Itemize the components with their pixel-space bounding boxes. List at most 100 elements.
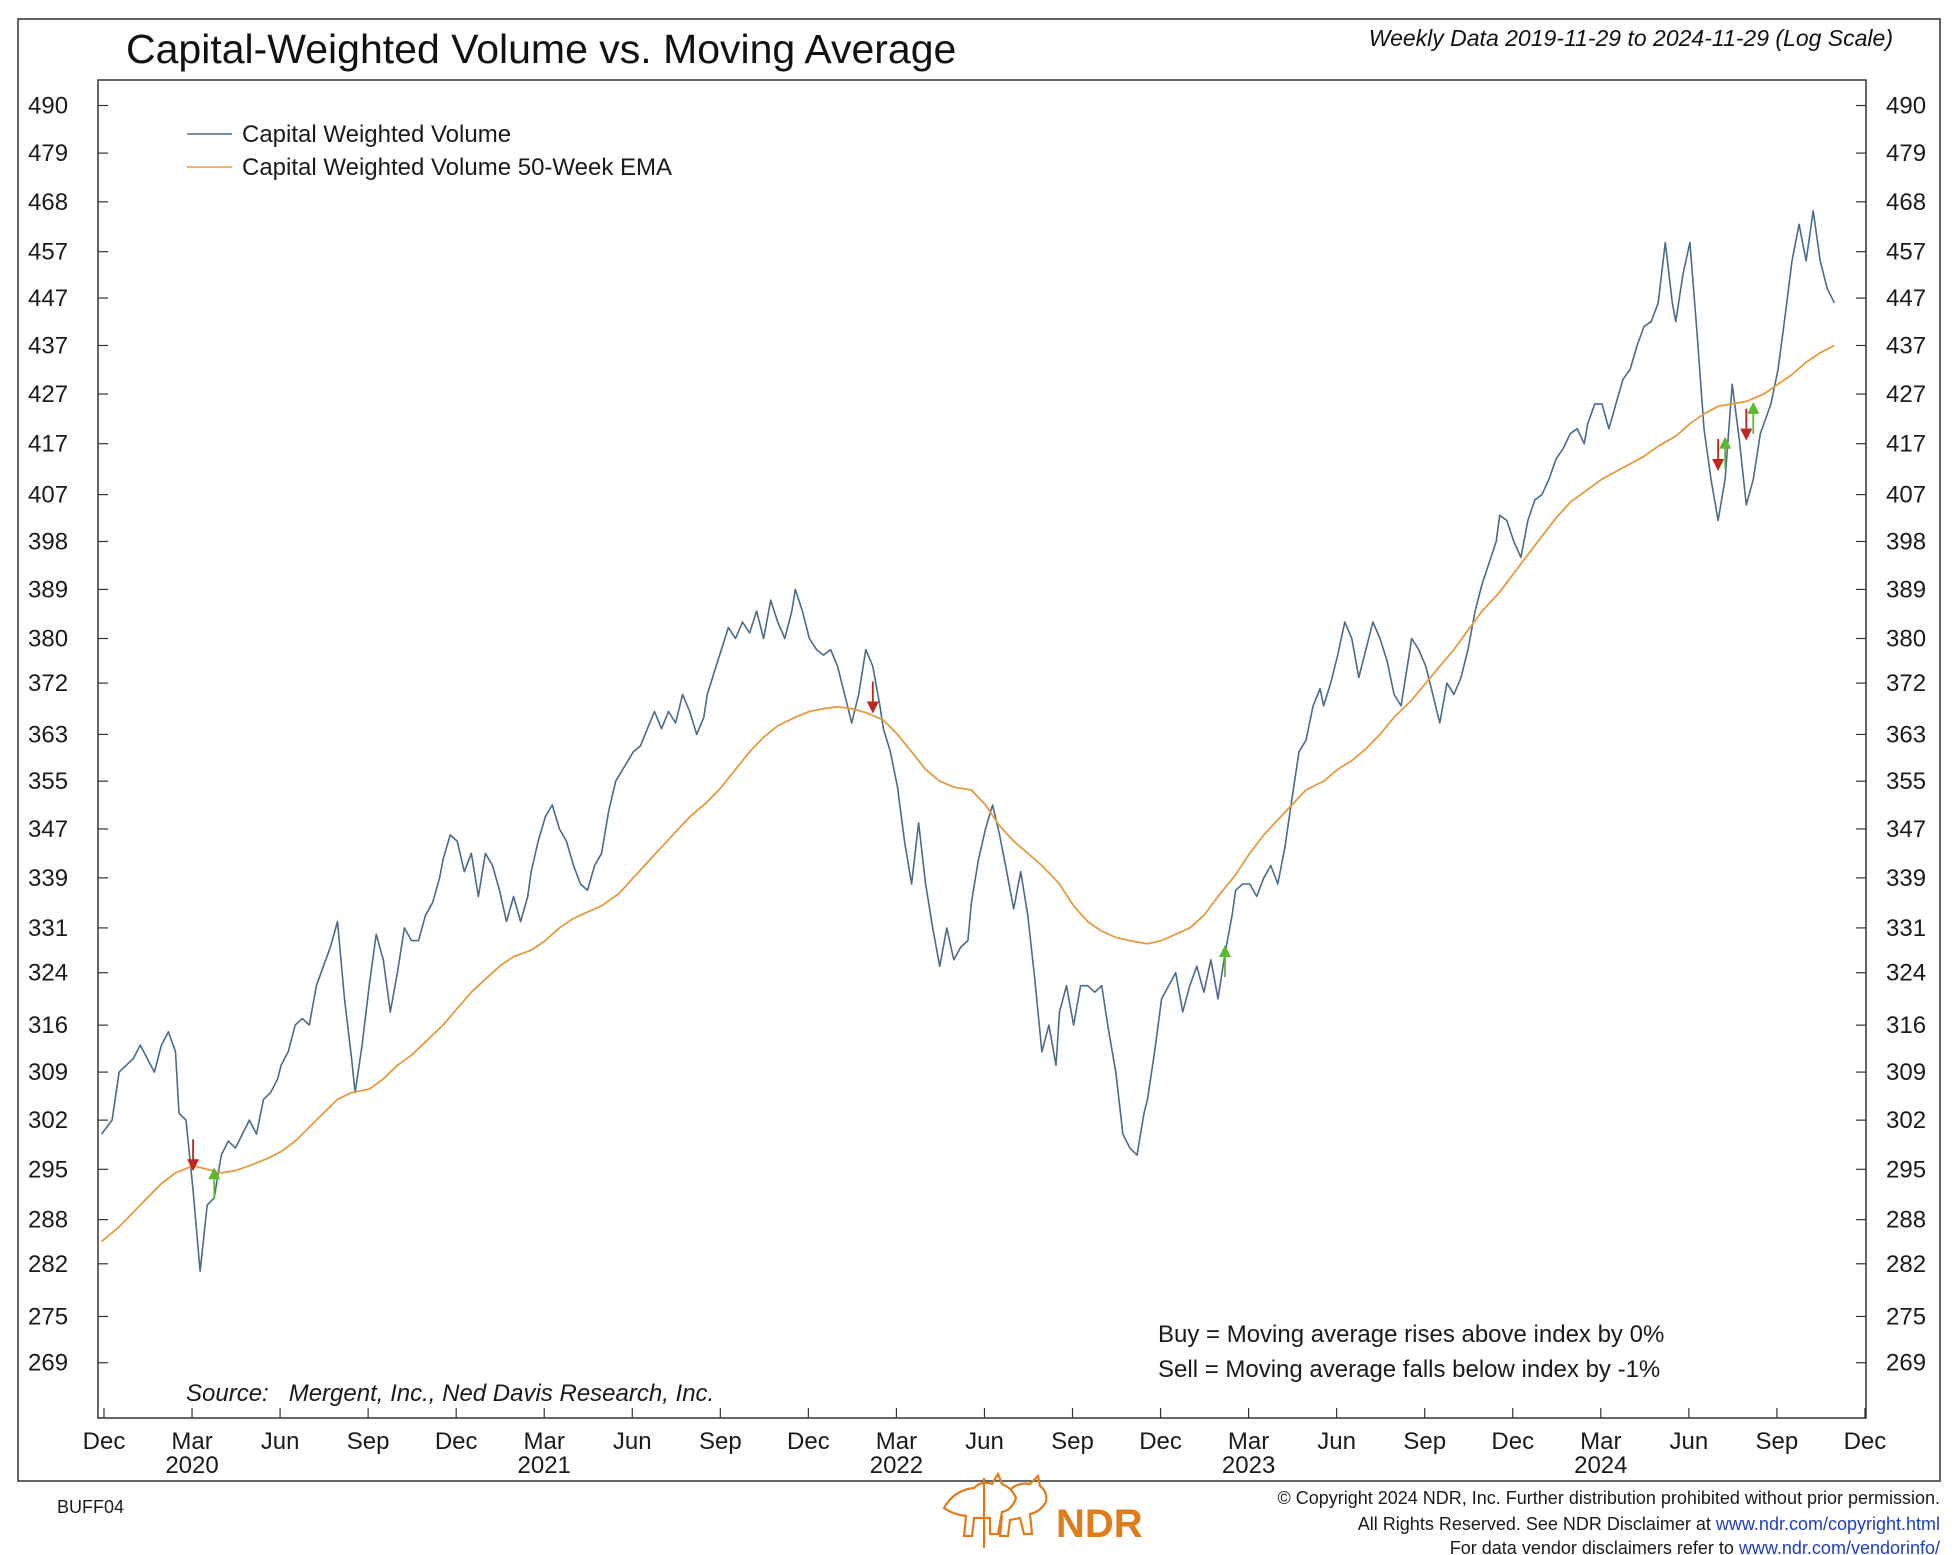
x-tick-label: Mar xyxy=(171,1428,212,1455)
y-tick-label-left: 417 xyxy=(28,431,68,458)
y-tick-label-left: 389 xyxy=(28,576,68,603)
vendor-prefix: For data vendor disclaimers refer to xyxy=(1450,1538,1739,1555)
y-tick-label-right: 437 xyxy=(1886,332,1926,359)
y-tick-label-left: 302 xyxy=(28,1107,68,1134)
x-tick-label: Jun xyxy=(261,1428,300,1455)
y-tick-label-right: 457 xyxy=(1886,239,1926,266)
y-tick-label-left: 331 xyxy=(28,915,68,942)
y-tick-label-right: 324 xyxy=(1886,960,1926,987)
vendor-link[interactable]: www.ndr.com/vendorinfo/ xyxy=(1738,1538,1940,1555)
y-tick-label-left: 339 xyxy=(28,865,68,892)
x-axis: Dec Mar Jun Sep Dec Mar Jun Sep Dec Mar Jun Sep Dec M… xyxy=(83,1408,1887,1479)
plot-area xyxy=(97,79,1867,1419)
sell-signal-arrow xyxy=(866,701,879,714)
y-tick-label-right: 372 xyxy=(1886,670,1926,697)
x-tick-label: Dec xyxy=(435,1428,478,1455)
y-tick-label-right: 347 xyxy=(1886,816,1926,843)
y-tick-label-right: 447 xyxy=(1886,285,1926,312)
x-tick-label: Sep xyxy=(347,1428,390,1455)
y-tick-label-right: 389 xyxy=(1886,576,1926,603)
y-tick-label-left: 282 xyxy=(28,1251,68,1278)
y-tick-label-left: 288 xyxy=(28,1207,68,1234)
y-tick-label-left: 372 xyxy=(28,670,68,697)
x-tick-label: Mar xyxy=(876,1428,917,1455)
y-tick-label-right: 407 xyxy=(1886,482,1926,509)
sell-signal-arrow xyxy=(1740,428,1753,441)
outer-frame xyxy=(17,18,1941,1482)
y-tick-label-right: 339 xyxy=(1886,865,1926,892)
x-tick-label: Sep xyxy=(1756,1428,1799,1455)
x-tick-label: Sep xyxy=(1051,1428,1094,1455)
y-tick-label-left: 316 xyxy=(28,1012,68,1039)
y-tick-label-left: 427 xyxy=(28,381,68,408)
x-tick-label: Dec xyxy=(787,1428,830,1455)
y-tick-label-right: 316 xyxy=(1886,1012,1926,1039)
bull-bear-icon xyxy=(942,1471,1048,1548)
x-tick-label: Jun xyxy=(965,1428,1004,1455)
y-tick-label-left: 407 xyxy=(28,482,68,509)
y-tick-label-right: 363 xyxy=(1886,721,1926,748)
y-tick-label-right: 490 xyxy=(1886,93,1926,120)
signal-layer xyxy=(187,401,1760,1200)
y-tick-label-left: 269 xyxy=(28,1350,68,1377)
x-tick-label: Sep xyxy=(1403,1428,1446,1455)
y-tick-label-left: 347 xyxy=(28,816,68,843)
buy-signal-arrow xyxy=(1747,401,1760,414)
x-tick-label: Dec xyxy=(1844,1428,1887,1455)
y-tick-label-left: 295 xyxy=(28,1156,68,1183)
chart-code: BUFF04 xyxy=(57,1497,124,1517)
y-tick-label-right: 417 xyxy=(1886,431,1926,458)
y-tick-label-left: 468 xyxy=(28,189,68,216)
y-tick-label-right: 398 xyxy=(1886,528,1926,555)
sell-signal-arrow xyxy=(1712,458,1725,471)
copyright-link[interactable]: www.ndr.com/copyright.html xyxy=(1715,1514,1940,1534)
x-tick-label: Sep xyxy=(699,1428,742,1455)
y-tick-label-left: 490 xyxy=(28,93,68,120)
y-tick-label-right: 331 xyxy=(1886,915,1926,942)
y-tick-label-right: 309 xyxy=(1886,1059,1926,1086)
legend-label-volume: Capital Weighted Volume xyxy=(242,121,511,148)
y-tick-label-right: 282 xyxy=(1886,1251,1926,1278)
x-tick-label: Dec xyxy=(83,1428,126,1455)
y-tick-label-left: 324 xyxy=(28,960,68,987)
year-label: 2024 xyxy=(1574,1452,1627,1479)
rights-prefix: All Rights Reserved. See NDR Disclaimer … xyxy=(1358,1514,1716,1534)
y-tick-label-left: 398 xyxy=(28,528,68,555)
y-tick-label-right: 468 xyxy=(1886,189,1926,216)
vendor-line: For data vendor disclaimers refer to www… xyxy=(1450,1538,1940,1555)
year-label: 2020 xyxy=(165,1452,218,1479)
y-axis-right: 490 479 468 457 447 437 427 417 407 398 389 380 372 3… xyxy=(1856,93,1926,1377)
y-tick-label-left: 479 xyxy=(28,140,68,167)
y-tick-label-right: 427 xyxy=(1886,381,1926,408)
y-tick-label-right: 269 xyxy=(1886,1350,1926,1377)
x-tick-label: Jun xyxy=(613,1428,652,1455)
y-tick-label-right: 295 xyxy=(1886,1156,1926,1183)
y-tick-label-left: 355 xyxy=(28,768,68,795)
y-tick-label-left: 437 xyxy=(28,332,68,359)
x-tick-label: Dec xyxy=(1139,1428,1182,1455)
buy-signal-arrow xyxy=(208,1167,221,1180)
x-tick-label: Mar xyxy=(1580,1428,1621,1455)
x-tick-label: Mar xyxy=(1228,1428,1269,1455)
x-tick-label: Jun xyxy=(1317,1428,1356,1455)
y-tick-label-right: 479 xyxy=(1886,140,1926,167)
year-label: 2022 xyxy=(870,1452,923,1479)
y-tick-label-left: 363 xyxy=(28,721,68,748)
y-tick-label-right: 288 xyxy=(1886,1207,1926,1234)
buy-signal-arrow xyxy=(1719,436,1732,449)
y-tick-label-left: 447 xyxy=(28,285,68,312)
y-tick-label-right: 302 xyxy=(1886,1107,1926,1134)
buy-rule-note: Buy = Moving average rises above index b… xyxy=(1158,1321,1664,1348)
volume-series-line xyxy=(100,210,1836,1272)
y-tick-label-right: 355 xyxy=(1886,768,1926,795)
ndr-logo-text: NDR xyxy=(1056,1502,1143,1546)
x-tick-label: Jun xyxy=(1669,1428,1708,1455)
ema-series-line xyxy=(100,344,1835,1243)
source-note: Source: Mergent, Inc., Ned Davis Researc… xyxy=(186,1380,714,1407)
rights-line: All Rights Reserved. See NDR Disclaimer … xyxy=(1358,1514,1940,1534)
y-tick-label-left: 457 xyxy=(28,239,68,266)
chart-title: Capital-Weighted Volume vs. Moving Avera… xyxy=(126,26,956,72)
legend: Capital Weighted Volume Capital Weighted… xyxy=(187,121,672,181)
chart-subtitle: Weekly Data 2019-11-29 to 2024-11-29 (Lo… xyxy=(1369,25,1893,51)
